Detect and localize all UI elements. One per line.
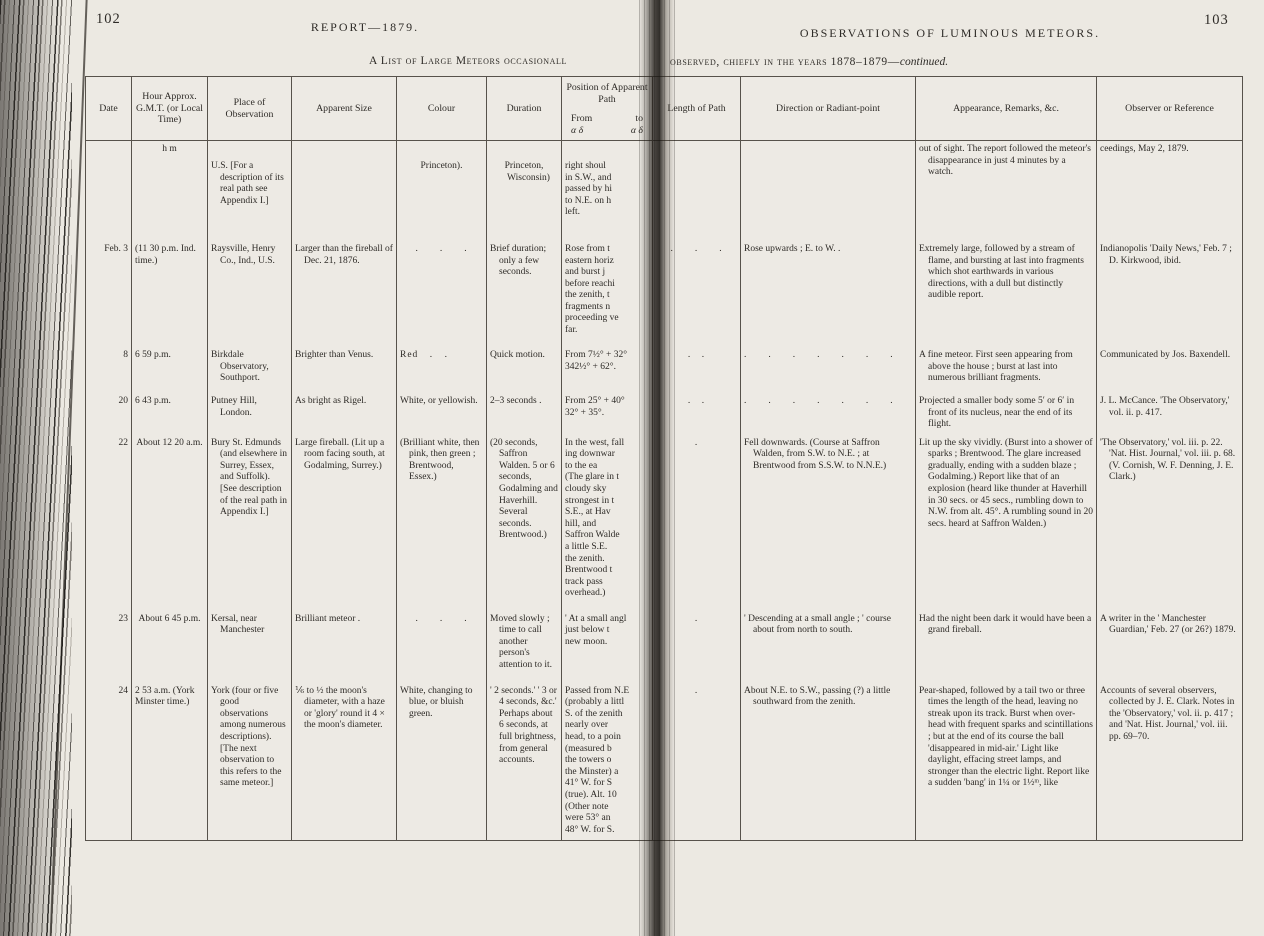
col-header-length: Length of Path [653,77,741,141]
cell-size: ⅙ to ½ the moon's diameter, with a haze … [292,682,397,841]
cell-colour: Princeton). [397,141,487,241]
cell-place: York (four or five good observations amo… [208,682,292,841]
cell-length [653,141,741,241]
cell-direction: Fell downwards. (Course at Saffron Walde… [741,434,916,611]
cell-length: . [653,682,741,841]
cell-duration: 2–3 seconds . [487,393,562,435]
cell-observer: J. L. McCance. 'The Observatory,' vol. i… [1100,396,1230,418]
cell-date: Feb. 3 [86,241,132,347]
cell-hour: h m [132,141,208,241]
cell-direction: About N.E. to S.W., passing (?) a little… [741,682,916,841]
cell-duration: (20 seconds, Saffron Walden. 5 or 6 seco… [487,434,562,611]
cell-colour: White, or yellowish. [397,393,487,435]
cell-position: In the west, fall ing downwar to the ea … [562,434,653,611]
cell-observer: Accounts of several observers, collected… [1100,685,1235,743]
cell-duration: ' 2 seconds.' ' 3 or 4 seconds, &c.' Per… [487,682,562,841]
cell-length: . [653,434,741,611]
col-header-place: Place of Observation [208,77,292,141]
cell-duration: Moved slowly ; time to call another pers… [487,610,562,683]
cell-size: Brilliant meteor . [292,610,397,683]
cell-length: . . . [653,241,741,347]
cell-date [86,141,132,241]
cell-place: U.S. [For a description of its real path… [208,141,292,241]
cell-hour: 6 43 p.m. [132,393,208,435]
caption-right-main: observed, chiefly in the years 1878–1879… [670,56,900,68]
position-header-label: Position of Apparent Path [566,82,648,105]
left-running-title: REPORT—1879. [310,20,420,34]
position-alpha-delta-1: α δ [571,124,584,136]
col-header-colour: Colour [397,77,487,141]
cell-direction: . . . . . . . [741,393,916,435]
cell-size [292,141,397,241]
cell-direction: ' Descending at a small angle ; ' course… [741,610,916,683]
cell-direction: . . . . . . . [741,347,916,393]
cell-appearance: Extremely large, followed by a stream of… [916,241,1097,347]
cell-size: As bright as Rigel. [292,393,397,435]
position-alpha-delta-2: α δ [630,124,643,136]
cell-length: . [653,610,741,683]
cell-duration: Quick motion. [487,347,562,393]
col-header-date: Date [86,77,132,141]
cell-place: Bury St. Edmunds (and elsewhere in Surre… [208,434,292,611]
col-header-observer: Observer or Reference [1097,77,1242,141]
col-header-hour: Hour Approx. G.M.T. (or Local Time) [132,77,208,141]
cell-colour: (Brilliant white, then pink, then green … [397,434,487,611]
cell-position: Rose from t eastern horiz and burst j be… [562,241,653,347]
position-from-label: From [571,112,593,124]
cell-observer: ceedings, May 2, 1879. [1100,144,1189,154]
cell-colour: . . . [397,241,487,347]
cell-date: 24 [86,682,132,841]
cell-size: Larger than the fireball of Dec. 21, 187… [292,241,397,347]
col-header-size: Apparent Size [292,77,397,141]
right-running-title: OBSERVATIONS OF LUMINOUS METEORS. [799,26,1101,40]
cell-observer: 'The Observatory,' vol. iii. p. 22. 'Nat… [1100,437,1236,483]
cell-hour: 2 53 a.m. (York Minster time.) [132,682,208,841]
cell-appearance: Projected a smaller body some 5′ or 6′ i… [916,393,1097,435]
book-page-edges-texture [0,0,72,936]
cell-appearance: Had the night been dark it would have be… [916,610,1097,683]
cell-appearance: Pear-shaped, followed by a tail two or t… [916,682,1097,841]
cell-size: Brighter than Venus. [292,347,397,393]
col-header-appearance: Appearance, Remarks, &c. [916,77,1097,141]
cell-direction: Rose upwards ; E. to W. . [741,241,916,347]
cell-hour: About 12 20 a.m. [132,434,208,611]
cell-size: Large fireball. (Lit up a room facing so… [292,434,397,611]
cell-date: 22 [86,434,132,611]
right-page-number: 103 [1204,12,1229,28]
cell-observer: Indianopolis 'Daily News,' Feb. 7 ; D. K… [1100,244,1232,266]
table-caption-right: observed, chiefly in the years 1878–1879… [670,56,1090,68]
cell-date: 20 [86,393,132,435]
cell-appearance: Lit up the sky vividly. (Burst into a sh… [916,434,1097,611]
left-page-number: 102 [96,11,121,27]
cell-date: 8 [86,347,132,393]
cell-place: Putney Hill, London. [208,393,292,435]
cell-colour: White, changing to blue, or bluish green… [397,682,487,841]
cell-direction [741,141,916,241]
col-header-duration: Duration [487,77,562,141]
table-caption-left: A List of Large Meteors occasionall [369,55,567,67]
cell-hour: 6 59 p.m. [132,347,208,393]
cell-length: . . [653,393,741,435]
cell-observer: Communicated by Jos. Baxendell. [1100,350,1231,360]
cell-observer: A writer in the ' Manchester Guardian,' … [1100,613,1236,636]
cell-appearance: A fine meteor. First seen appearing from… [916,347,1097,393]
cell-place: Birkdale Observatory, Southport. [208,347,292,393]
cell-duration: Princeton, Wisconsin) [487,141,562,241]
col-header-direction: Direction or Radiant-point [741,77,916,141]
cell-length: . . [653,347,741,393]
cell-duration: Brief duration; only a few seconds. [487,241,562,347]
cell-colour: Red . . [397,347,487,393]
cell-place: Kersal, near Manchester [208,610,292,683]
cell-hour: (11 30 p.m. Ind. time.) [132,241,208,347]
cell-colour: . . . [397,610,487,683]
cell-place: Raysville, Henry Co., Ind., U.S. [208,241,292,347]
cell-date: 23 [86,610,132,683]
cell-hour: About 6 45 p.m. [132,610,208,683]
caption-right-continued: continued. [899,56,949,68]
cell-appearance: out of sight. The report followed the me… [916,141,1097,241]
book-gutter-shadow [639,0,675,936]
cell-position: Passed from N.E (probably a littl S. of … [562,682,653,841]
